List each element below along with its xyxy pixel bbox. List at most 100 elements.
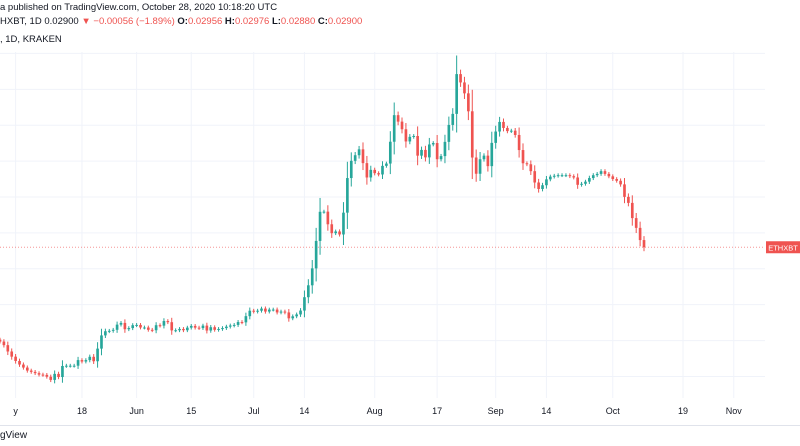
candle-body bbox=[326, 211, 330, 225]
candle-body bbox=[377, 173, 380, 175]
candle-body bbox=[435, 143, 439, 160]
last-value: 0.02900 bbox=[44, 16, 79, 27]
candle-body bbox=[53, 373, 56, 380]
candle-body bbox=[615, 179, 619, 181]
candle-body bbox=[170, 322, 174, 331]
candle-body bbox=[349, 160, 353, 179]
candle-body bbox=[498, 121, 501, 132]
candle-body bbox=[572, 176, 576, 178]
symbol-name: HXBT, 1D bbox=[0, 16, 42, 27]
candle-body bbox=[267, 309, 271, 312]
candle-body bbox=[529, 164, 533, 172]
candle-body bbox=[369, 169, 373, 178]
candle-body bbox=[33, 371, 37, 374]
candle-body bbox=[404, 129, 408, 142]
candle-body bbox=[365, 163, 369, 178]
candle-body bbox=[322, 211, 326, 213]
candle-body bbox=[334, 231, 337, 234]
candle-body bbox=[388, 141, 392, 164]
x-tick-label: y bbox=[13, 406, 18, 416]
candle-body bbox=[447, 124, 451, 142]
low-label: L: bbox=[271, 16, 281, 27]
chart-header: a published on TradingView.com, October … bbox=[0, 0, 800, 52]
candle-body bbox=[119, 322, 123, 325]
candle-body bbox=[385, 163, 388, 166]
close-value: 0.02900 bbox=[327, 16, 363, 27]
x-tick-label: Nov bbox=[726, 406, 743, 416]
candle-body bbox=[595, 173, 599, 176]
candle-body bbox=[45, 374, 49, 377]
open-label: O: bbox=[177, 16, 188, 27]
candle-body bbox=[49, 376, 53, 380]
candle-body bbox=[158, 325, 162, 327]
candle-body bbox=[197, 327, 201, 329]
candle-body bbox=[494, 131, 498, 143]
candle-body bbox=[232, 324, 236, 326]
x-tick-label: 19 bbox=[678, 406, 688, 416]
candle-body bbox=[143, 327, 146, 329]
candle-body bbox=[29, 370, 33, 372]
candle-body bbox=[154, 325, 158, 331]
candle-body bbox=[638, 227, 642, 241]
candle-body bbox=[607, 173, 611, 177]
candle-body bbox=[275, 309, 279, 313]
candle-body bbox=[474, 157, 478, 174]
candle-body bbox=[342, 212, 345, 235]
candlestick-chart[interactable]: y 18 Jun 15 Jul 14 Aug 17 Sep 14 Oct 19 Nov ETHXBT bbox=[0, 0, 800, 425]
candle-body bbox=[209, 327, 213, 331]
x-tick-label: Aug bbox=[367, 406, 383, 416]
candle-body bbox=[68, 365, 72, 367]
candle-body bbox=[162, 321, 166, 326]
candle-body bbox=[18, 360, 21, 365]
candle-body bbox=[182, 328, 185, 331]
candle-body bbox=[630, 202, 634, 219]
candle-body bbox=[111, 329, 115, 331]
x-tick-label: 14 bbox=[541, 406, 551, 416]
candle-body bbox=[470, 111, 474, 158]
x-tick-label: Jul bbox=[248, 406, 260, 416]
candle-body bbox=[361, 149, 365, 164]
candle-body bbox=[634, 218, 638, 228]
candle-body bbox=[576, 177, 579, 185]
candle-body bbox=[314, 240, 318, 269]
candle-body bbox=[549, 176, 552, 180]
candle-body bbox=[521, 150, 525, 164]
x-tick-label: Sep bbox=[488, 406, 504, 416]
candle-body bbox=[65, 365, 68, 367]
candle-body bbox=[509, 130, 513, 132]
candle-body bbox=[556, 175, 560, 177]
candle-body bbox=[533, 171, 537, 183]
x-tick-label: Jun bbox=[129, 406, 144, 416]
candle-body bbox=[346, 178, 349, 213]
candle-body bbox=[478, 159, 482, 174]
candle-body bbox=[490, 142, 494, 167]
candle-body bbox=[244, 316, 248, 323]
candle-body bbox=[392, 115, 396, 142]
candle-body bbox=[6, 345, 10, 352]
candle-body bbox=[72, 365, 76, 367]
candle-body bbox=[37, 373, 41, 375]
candle-body bbox=[502, 121, 505, 128]
candle-body bbox=[61, 365, 64, 378]
candle-body bbox=[451, 113, 455, 125]
candle-body bbox=[408, 136, 412, 142]
candle-body bbox=[599, 171, 603, 174]
x-tick-label: Oct bbox=[606, 406, 621, 416]
candle-body bbox=[189, 325, 193, 328]
candle-body bbox=[545, 179, 548, 186]
candle-body bbox=[92, 356, 96, 362]
candle-body bbox=[513, 130, 517, 135]
candle-body bbox=[248, 310, 252, 317]
candle-body bbox=[291, 316, 295, 319]
candle-body bbox=[228, 325, 232, 327]
candle-body bbox=[373, 169, 377, 174]
x-tick-label: 14 bbox=[299, 406, 309, 416]
candle-body bbox=[201, 325, 205, 329]
candle-body bbox=[552, 175, 556, 177]
candle-body bbox=[205, 325, 209, 331]
candle-body bbox=[416, 135, 419, 156]
publish-text: a published on TradingView.com, October … bbox=[0, 2, 278, 13]
candle-body bbox=[264, 308, 267, 312]
candle-body bbox=[568, 175, 572, 177]
candle-body bbox=[588, 178, 591, 182]
